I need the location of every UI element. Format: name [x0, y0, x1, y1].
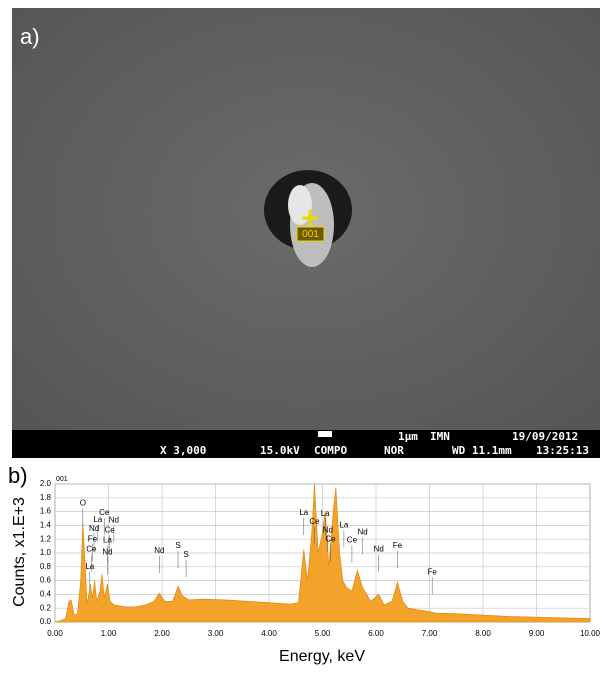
- crosshair: [302, 210, 318, 226]
- info-bar: [12, 430, 600, 458]
- y-tick-label: 1.6: [40, 507, 52, 516]
- y-tick-label: 0.8: [40, 562, 52, 571]
- date: 19/09/2012: [512, 430, 578, 443]
- peak-label: La: [103, 536, 112, 545]
- peak-label: La: [299, 508, 308, 517]
- scale-bar: [318, 431, 332, 437]
- peak-label: Ce: [347, 536, 358, 545]
- y-tick-label: 1.0: [40, 548, 52, 557]
- peak-label: La: [93, 515, 102, 524]
- peak-label: Nd: [109, 516, 119, 525]
- peak-label: Ce: [86, 545, 97, 554]
- panel-label: b): [8, 463, 28, 488]
- spectrum-area: [54, 483, 591, 623]
- peak-label: Ce: [104, 525, 115, 534]
- magnification: X 3,000: [160, 444, 206, 457]
- peak-label: Nd: [89, 524, 99, 533]
- y-axis-label: Counts, x1.E+3: [11, 497, 28, 607]
- y-tick-label: 0.2: [40, 603, 52, 612]
- peak-label: Nd: [358, 527, 368, 536]
- wd: WD 11.1mm: [452, 444, 512, 457]
- peak-label: S: [175, 541, 180, 550]
- y-tick-label: 0.6: [40, 576, 52, 585]
- scale: 1μm: [398, 430, 418, 443]
- x-tick-label: 7.00: [422, 629, 438, 638]
- x-tick-label: 0.00: [47, 629, 63, 638]
- x-tick-label: 2.00: [154, 629, 170, 638]
- peak-label: Nd: [323, 525, 333, 534]
- x-tick-label: 4.00: [261, 629, 277, 638]
- spectrum-id: 001: [56, 476, 68, 483]
- y-tick-label: 0.4: [40, 590, 52, 599]
- peak-label: O: [80, 498, 86, 507]
- x-tick-label: 5.00: [315, 629, 331, 638]
- x-tick-label: 10.00: [580, 629, 601, 638]
- y-tick-label: 0.0: [40, 617, 52, 626]
- time: 13:25:13: [536, 444, 589, 457]
- y-tick-label: 2.0: [40, 479, 52, 488]
- x-axis-label: Energy, keV: [279, 648, 365, 665]
- voltage: 15.0kV: [260, 444, 300, 457]
- panel-label: a): [20, 24, 40, 49]
- x-tick-label: 9.00: [529, 629, 545, 638]
- y-tick-label: 1.8: [40, 493, 52, 502]
- peak-label: Fe: [393, 541, 403, 550]
- x-tick-label: 3.00: [208, 629, 224, 638]
- peak-label: Ce: [325, 534, 336, 543]
- x-tick-label: 1.00: [101, 629, 117, 638]
- x-tick-label: 8.00: [475, 629, 491, 638]
- peak-label: La: [321, 509, 330, 518]
- peak-label: La: [85, 562, 94, 571]
- marker-box: [296, 226, 325, 242]
- scan: NOR: [384, 444, 404, 457]
- mode: COMPO: [314, 444, 347, 457]
- peak-label: Nd: [154, 546, 164, 555]
- marker-label: 001: [302, 229, 319, 240]
- peak-label: Ce: [309, 517, 320, 526]
- peak-label: S: [183, 550, 188, 559]
- lab: IMN: [430, 430, 450, 443]
- peak-label: Ce: [99, 508, 110, 517]
- peak-label: La: [339, 521, 348, 530]
- peak-label: Fe: [428, 567, 438, 576]
- peak-label: Nd: [374, 545, 384, 554]
- peak-label: Nd: [102, 547, 112, 556]
- peak-label: Fe: [88, 534, 98, 543]
- x-tick-label: 6.00: [368, 629, 384, 638]
- y-tick-label: 1.2: [40, 534, 52, 543]
- y-tick-label: 1.4: [40, 521, 52, 530]
- particle-highlight: [288, 185, 312, 225]
